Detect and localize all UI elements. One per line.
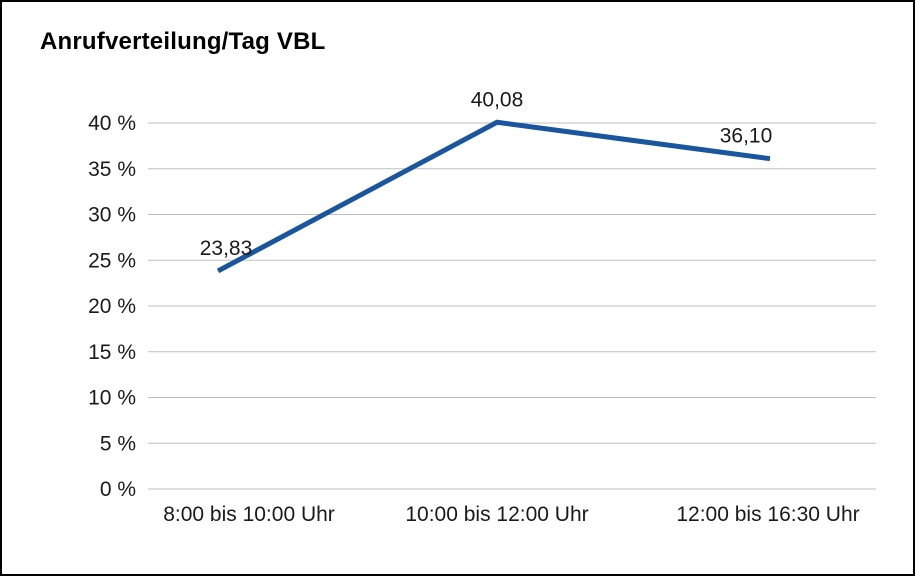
y-axis-tick-label: 20 % (88, 295, 136, 318)
y-axis-tick-label: 30 % (88, 204, 136, 227)
y-axis-tick-label: 40 % (88, 112, 136, 135)
y-axis-tick-label: 10 % (88, 387, 136, 410)
y-axis-tick-label: 25 % (88, 249, 136, 272)
x-axis-category-label: 12:00 bis 16:30 Uhr (676, 503, 859, 526)
x-axis-category-label: 8:00 bis 10:00 Uhr (163, 503, 335, 526)
y-axis-tick-label: 15 % (88, 341, 136, 364)
y-axis-tick-label: 0 % (100, 478, 136, 501)
series-line (216, 119, 771, 274)
y-axis-tick-label: 35 % (88, 158, 136, 181)
x-axis-category-label: 10:00 bis 12:00 Uhr (405, 503, 588, 526)
chart-title: Anrufverteilung/Tag VBL (40, 28, 326, 55)
y-axis-tick-label: 5 % (100, 432, 136, 455)
data-point-label: 36,10 (720, 125, 773, 148)
data-point-label: 40,08 (471, 88, 524, 111)
data-point-label: 23,83 (200, 237, 253, 260)
